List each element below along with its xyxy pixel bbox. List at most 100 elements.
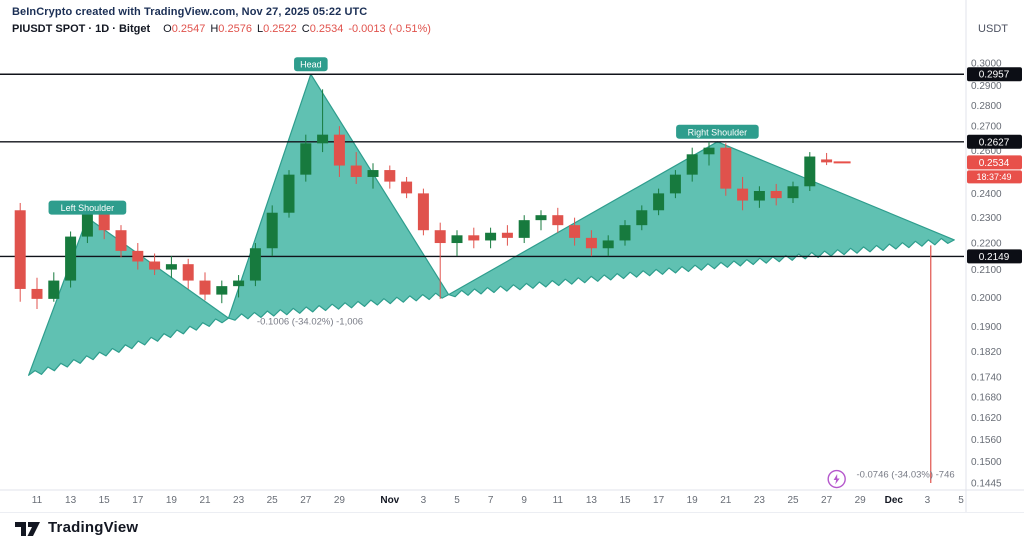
y-axis-label: 0.1820 xyxy=(971,347,1002,358)
candle xyxy=(65,236,77,281)
y-axis-label: 0.1620 xyxy=(971,413,1002,424)
candle xyxy=(602,240,614,249)
x-axis-label: 11 xyxy=(32,495,43,506)
candle xyxy=(821,159,833,163)
level-price-badge xyxy=(967,134,1022,149)
x-axis-label: 5 xyxy=(454,495,460,506)
candle xyxy=(333,134,345,166)
candle xyxy=(518,220,530,238)
candle xyxy=(132,250,144,262)
y-axis-label: 0.1900 xyxy=(971,322,1002,333)
candle xyxy=(199,280,211,295)
candle xyxy=(653,193,665,211)
annotations-layer: -0.1006 (-34.02%) -1,006 -0.0746 (-34.03%… xyxy=(257,317,955,481)
x-axis-label: 13 xyxy=(65,495,77,506)
y-axis-label: 0.2300 xyxy=(971,213,1002,224)
candle xyxy=(48,280,60,299)
ohlc-high-value: 0.2576 xyxy=(218,23,252,35)
candle xyxy=(636,210,648,226)
candle xyxy=(737,188,749,201)
svg-text:0.2534: 0.2534 xyxy=(979,158,1010,169)
symbol-title[interactable]: PIUSDT SPOT · 1D · Bitget xyxy=(12,23,151,35)
candle xyxy=(485,232,497,241)
x-axis-label: 21 xyxy=(199,495,211,506)
x-axis-label: Nov xyxy=(380,495,399,506)
x-axis-label: 19 xyxy=(166,495,178,506)
candle xyxy=(283,174,295,213)
quote-currency-label[interactable]: USDT xyxy=(978,23,1008,35)
y-axis-label: 0.1680 xyxy=(971,392,1002,403)
candle xyxy=(619,225,631,241)
candle xyxy=(81,207,93,237)
candle xyxy=(787,186,799,199)
axis-badges-layer: 0.2957 0.2627 0.2149 0.2534 18:37:49 xyxy=(967,67,1022,264)
y-axis-label: 0.2900 xyxy=(971,81,1002,92)
candle xyxy=(249,248,261,281)
pattern-label-badge[interactable] xyxy=(294,57,328,72)
candle xyxy=(770,190,782,199)
svg-text:Right Shoulder: Right Shoulder xyxy=(688,127,748,137)
y-axis-label: 0.1445 xyxy=(971,478,1002,489)
level-price-badge xyxy=(967,67,1022,82)
x-axis-label: 7 xyxy=(488,495,494,506)
change-value: -0.0013 (-0.51%) xyxy=(348,23,431,35)
candle xyxy=(569,225,581,238)
price-chart-canvas[interactable]: -0.1006 (-34.02%) -1,006 -0.0746 (-34.03%… xyxy=(0,0,1024,512)
pattern-label-badge[interactable] xyxy=(676,124,759,139)
x-axis-label: 3 xyxy=(421,495,427,506)
x-axis-label: 17 xyxy=(132,495,144,506)
tradingview-logo-icon[interactable] xyxy=(14,518,41,537)
candle xyxy=(686,154,698,175)
y-axis-label: 0.1500 xyxy=(971,457,1002,468)
candle xyxy=(300,143,312,175)
axes-layer: 0.3000 0.2900 0.2800 0.2700 0.2600 0.2400 0.23… xyxy=(0,0,1024,512)
bottom-toolbar: TradingView xyxy=(0,512,1024,542)
x-axis-label: 5 xyxy=(958,495,964,506)
candle xyxy=(720,147,732,189)
candle xyxy=(451,235,463,244)
tradingview-wordmark[interactable]: TradingView xyxy=(48,519,139,536)
ohlc-high-label: H xyxy=(210,23,219,35)
candle xyxy=(182,264,194,281)
candle xyxy=(501,232,513,238)
pattern-shape[interactable] xyxy=(227,73,450,321)
x-axis-label: 29 xyxy=(334,495,346,506)
ohlc-low-value: 0.2522 xyxy=(263,23,297,35)
x-axis-label: 23 xyxy=(233,495,245,506)
countdown-badge xyxy=(967,170,1022,184)
ohlc-open-label: O xyxy=(163,23,172,35)
x-axis-label: 15 xyxy=(619,495,631,506)
x-axis-label: 11 xyxy=(553,495,564,506)
x-axis-label: 3 xyxy=(925,495,931,506)
x-axis-label: 25 xyxy=(267,495,279,506)
ohlc-open-value: 0.2547 xyxy=(171,23,206,35)
candle xyxy=(98,207,110,231)
svg-text:0.2149: 0.2149 xyxy=(979,252,1010,263)
svg-text:Head: Head xyxy=(300,60,322,70)
pattern-shape[interactable] xyxy=(448,141,955,298)
y-axis-label: 0.2800 xyxy=(971,101,1002,112)
candle xyxy=(384,170,396,182)
symbol-bar: PIUSDT SPOT · 1D · Bitget O0.2547 H0.2576 L… xyxy=(12,23,431,35)
candles-layer xyxy=(14,89,851,309)
pattern-label-badge[interactable] xyxy=(48,200,127,215)
candle xyxy=(266,212,278,249)
candle xyxy=(585,237,597,249)
candle xyxy=(216,286,228,295)
candle xyxy=(317,134,329,144)
candle xyxy=(149,261,161,270)
svg-text:0.2627: 0.2627 xyxy=(979,137,1010,148)
x-axis-label: 27 xyxy=(821,495,833,506)
x-axis-label: 15 xyxy=(99,495,111,506)
y-axis-label: 0.2100 xyxy=(971,265,1002,276)
y-axis-label: 0.2700 xyxy=(971,122,1002,133)
x-axis-label: 17 xyxy=(653,495,665,506)
flash-icon-layer xyxy=(827,469,846,489)
level-price-badge xyxy=(967,249,1022,264)
y-axis-label: 0.2200 xyxy=(971,239,1002,250)
candle xyxy=(367,170,379,177)
candle xyxy=(669,174,681,194)
attribution-text: BeInCrypto created with TradingView.com,… xyxy=(12,6,368,18)
candle xyxy=(552,215,564,226)
